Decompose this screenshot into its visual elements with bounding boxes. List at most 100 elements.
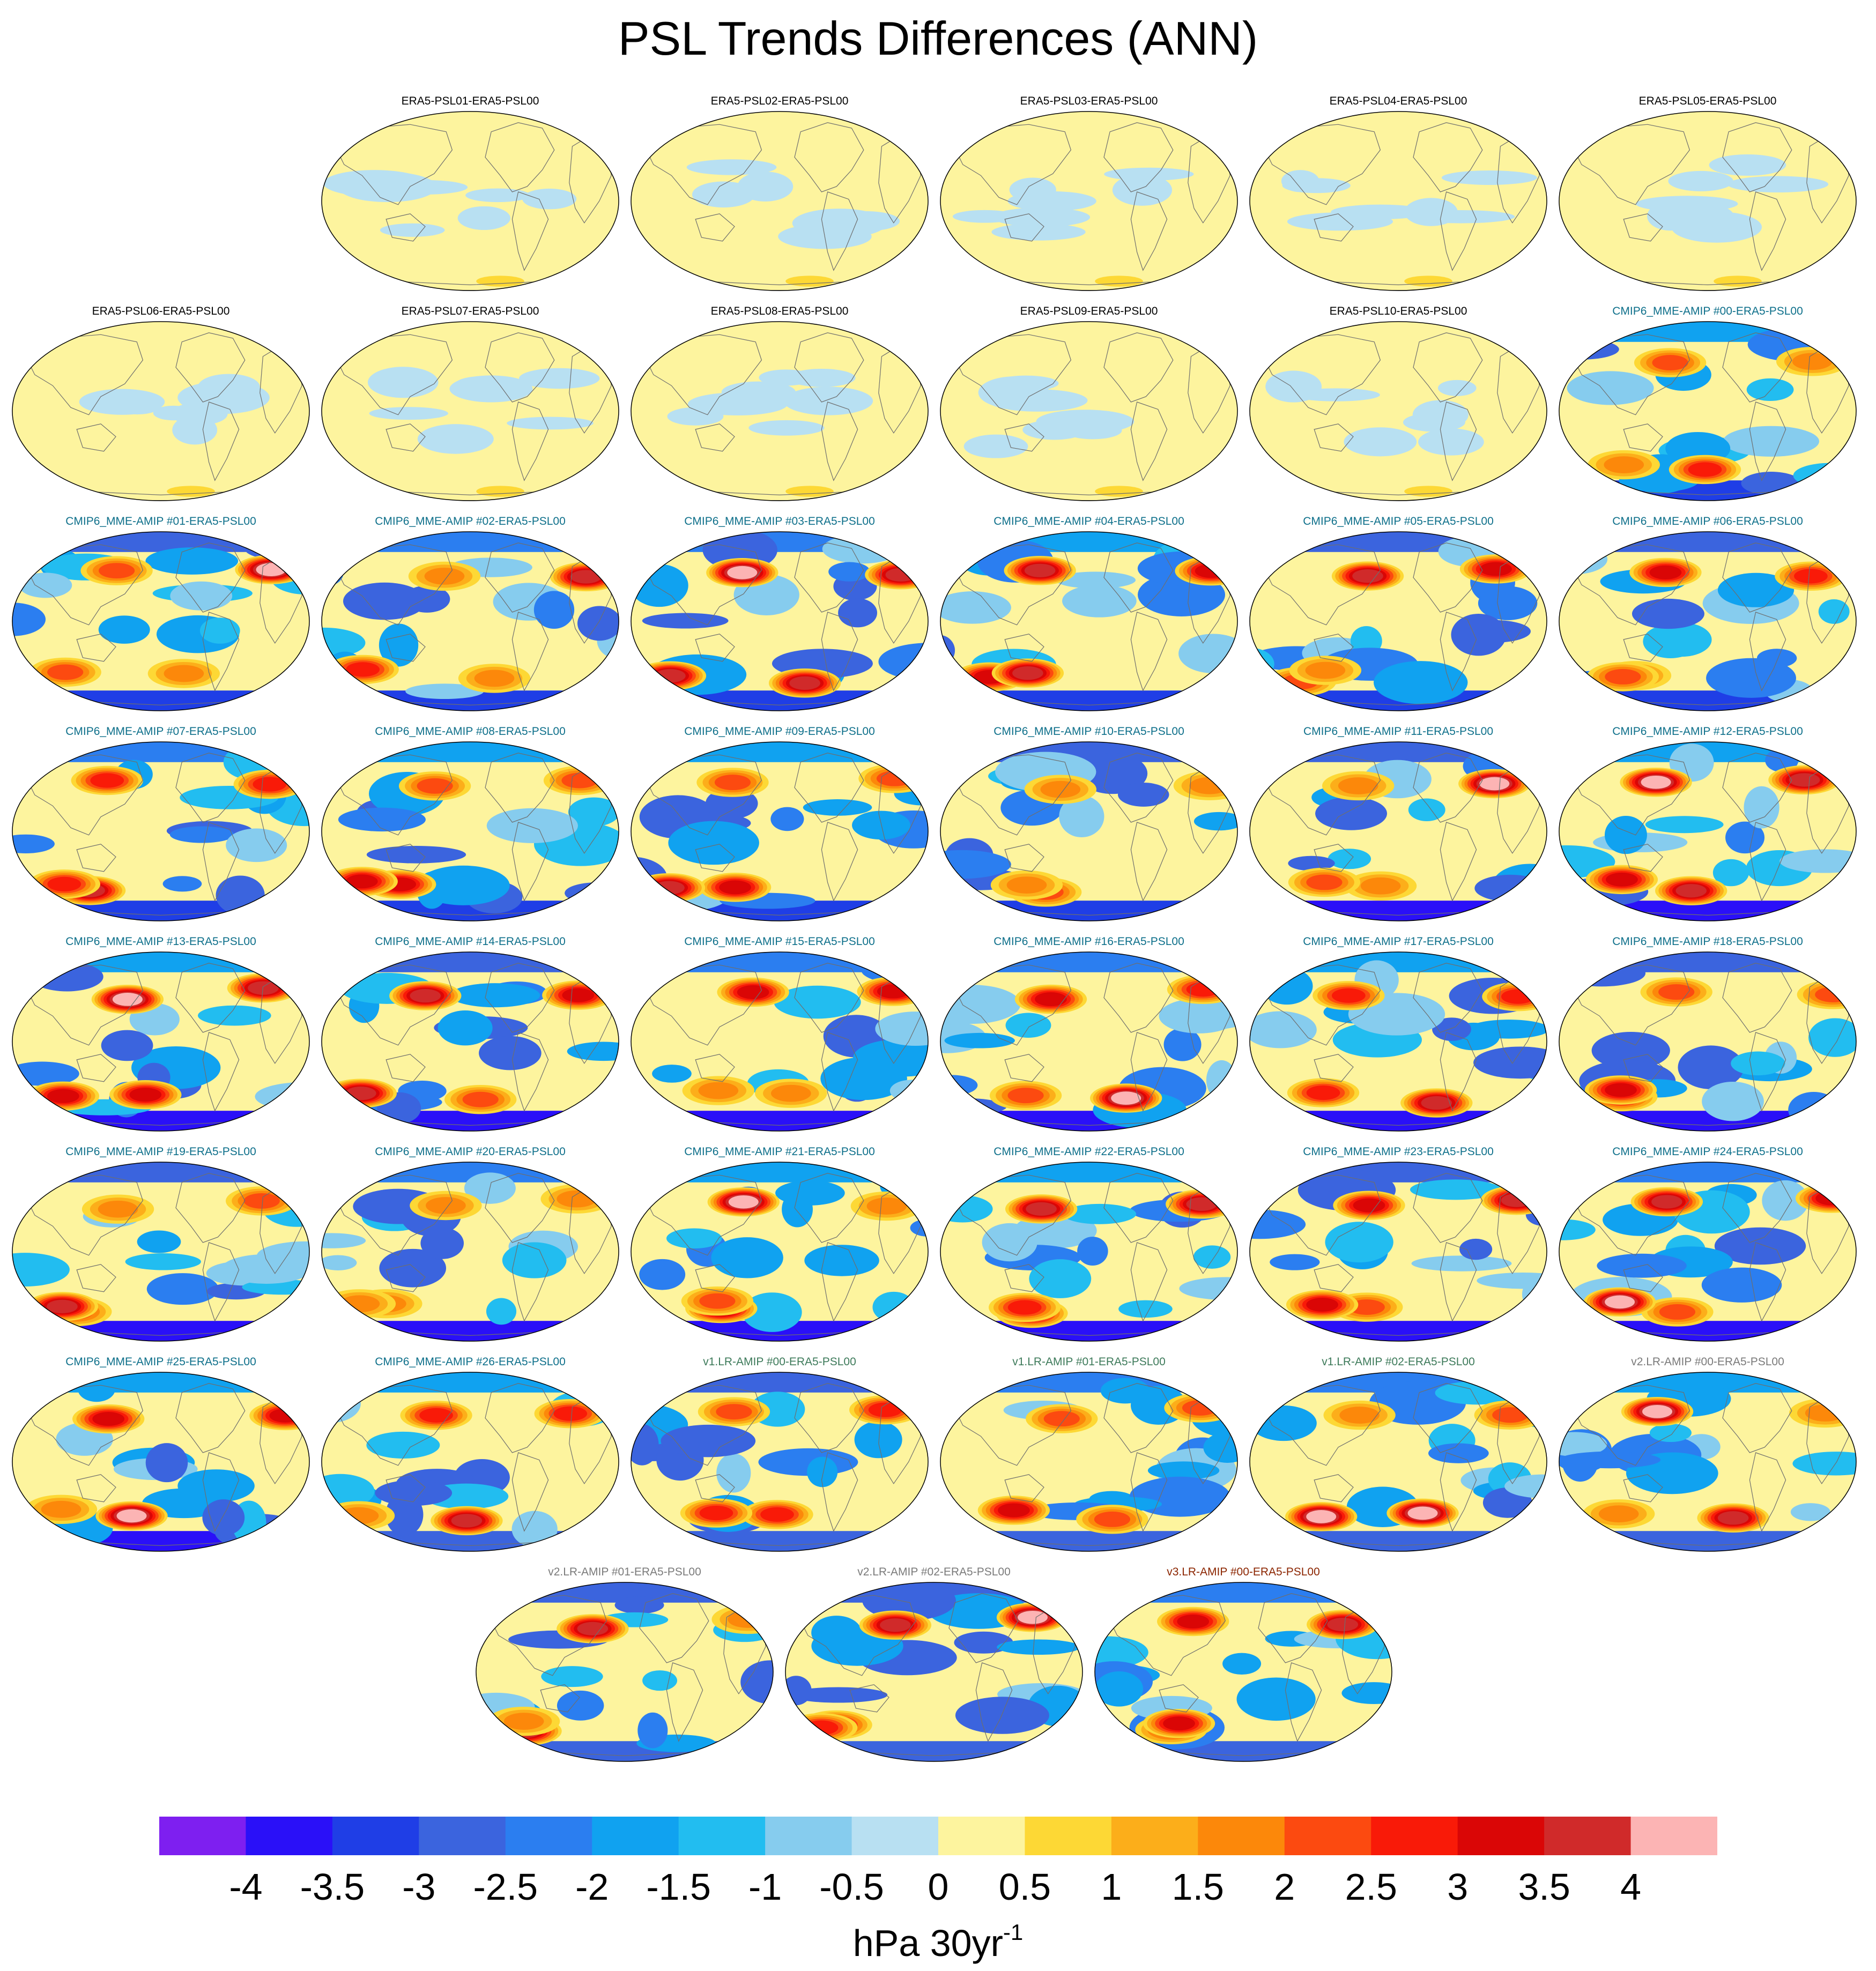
panel-label: CMIP6_MME-AMIP #00-ERA5-PSL00 — [1612, 305, 1803, 317]
field-patch — [652, 1065, 692, 1083]
field-patch — [12, 742, 309, 762]
panel-label: CMIP6_MME-AMIP #17-ERA5-PSL00 — [1303, 935, 1494, 948]
field-center — [562, 988, 595, 1002]
coastline — [1623, 1264, 1663, 1292]
map-border — [631, 951, 929, 1132]
field-center — [253, 777, 287, 792]
field-patch — [940, 1372, 1237, 1393]
coastline — [385, 844, 426, 872]
panel-label: ERA5-PSL10-ERA5-PSL00 — [1329, 305, 1467, 317]
field-center — [1007, 1088, 1044, 1104]
coastline — [695, 1474, 735, 1503]
map-panel: CMIP6_MME-AMIP #18-ERA5-PSL00 — [1558, 934, 1858, 1133]
panel-label: v1.LR-AMIP #01-ERA5-PSL00 — [1012, 1356, 1166, 1368]
field-patch — [1818, 599, 1850, 624]
field-patch — [19, 572, 72, 598]
coastline — [948, 1593, 1019, 1663]
coastline — [1572, 544, 1690, 626]
map-border — [321, 951, 619, 1132]
coastline — [1258, 1593, 1328, 1663]
field-patch — [940, 532, 1237, 552]
field-patch — [1328, 849, 1371, 869]
field-patch — [1331, 204, 1429, 220]
colorbar-tick-label: 2 — [1274, 1866, 1295, 1908]
coastline — [1749, 1242, 1786, 1322]
field-patch — [1250, 1111, 1547, 1131]
field-patch — [1741, 472, 1801, 495]
coastline — [1314, 1474, 1354, 1503]
field-patch — [280, 958, 309, 992]
field-patch — [465, 188, 530, 203]
field-patch — [1250, 742, 1547, 762]
field-patch — [479, 1036, 542, 1070]
map-svg — [1249, 1372, 1547, 1552]
field-patch — [1095, 276, 1143, 287]
field-center — [728, 1195, 759, 1209]
field-patch — [12, 532, 309, 552]
coastline — [1130, 1242, 1168, 1322]
colorbar-box — [1111, 1817, 1198, 1855]
coastline — [25, 1174, 144, 1256]
map-border — [321, 531, 619, 711]
field-patch — [167, 486, 215, 497]
field-patch — [1756, 649, 1797, 668]
map-svg — [321, 1162, 619, 1342]
panel-label: CMIP6_MME-AMIP #07-ERA5-PSL00 — [65, 725, 256, 738]
map-panel: CMIP6_MME-AMIP #22-ERA5-PSL00 — [939, 1144, 1239, 1343]
coastline — [385, 1054, 426, 1082]
map-svg — [321, 951, 619, 1132]
colorbar-tick-label: -0.5 — [819, 1866, 884, 1908]
field-patch — [199, 618, 240, 644]
map-panel: ERA5-PSL03-ERA5-PSL00 — [939, 94, 1239, 292]
field-center — [248, 981, 279, 995]
field-center — [728, 1611, 768, 1628]
field-patch — [854, 1421, 902, 1459]
field-center — [1024, 563, 1056, 577]
field-center — [737, 985, 769, 999]
field-center — [1659, 1304, 1696, 1320]
field-patch — [1250, 952, 1547, 972]
coastline — [1413, 1383, 1483, 1453]
field-patch — [1095, 1582, 1392, 1603]
field-center — [1815, 986, 1851, 1002]
field-center — [1658, 984, 1695, 1000]
field-center — [1642, 1404, 1673, 1418]
coastline — [1314, 634, 1354, 662]
map-border — [321, 1372, 619, 1552]
field-center — [1606, 872, 1638, 887]
field-center — [1717, 1511, 1749, 1525]
coastline — [202, 822, 240, 902]
field-patch — [322, 1372, 619, 1393]
coastline — [485, 963, 555, 1033]
field-center — [345, 874, 378, 889]
map-svg — [631, 531, 929, 711]
map-border — [631, 111, 929, 291]
field-patch — [379, 1248, 447, 1288]
map-background — [1250, 1162, 1547, 1341]
coastline — [695, 213, 735, 242]
panel-label: CMIP6_MME-AMIP #09-ERA5-PSL00 — [684, 725, 875, 738]
coastline — [1314, 213, 1354, 242]
coastline — [335, 334, 453, 415]
coastline — [695, 634, 735, 662]
map-panel: v2.LR-AMIP #00-ERA5-PSL00 — [1558, 1355, 1858, 1553]
field-patch — [1112, 174, 1173, 206]
coastline — [1413, 753, 1483, 823]
coastline — [1413, 332, 1483, 403]
field-patch — [101, 1030, 153, 1061]
field-center — [1177, 1614, 1210, 1629]
coastline — [25, 334, 144, 415]
map-svg — [12, 321, 310, 501]
colorbar-box — [1457, 1817, 1545, 1855]
field-patch — [12, 834, 55, 853]
field-patch — [631, 690, 928, 711]
coastline — [1108, 1595, 1226, 1676]
map-border — [12, 951, 310, 1132]
map-panel: CMIP6_MME-AMIP #05-ERA5-PSL00 — [1248, 514, 1548, 712]
map-background — [1250, 111, 1547, 291]
coastline — [1623, 1054, 1663, 1082]
coastline — [794, 332, 864, 403]
field-center — [47, 1089, 79, 1103]
coastline — [1749, 822, 1786, 902]
colorbar-box — [1371, 1817, 1458, 1855]
